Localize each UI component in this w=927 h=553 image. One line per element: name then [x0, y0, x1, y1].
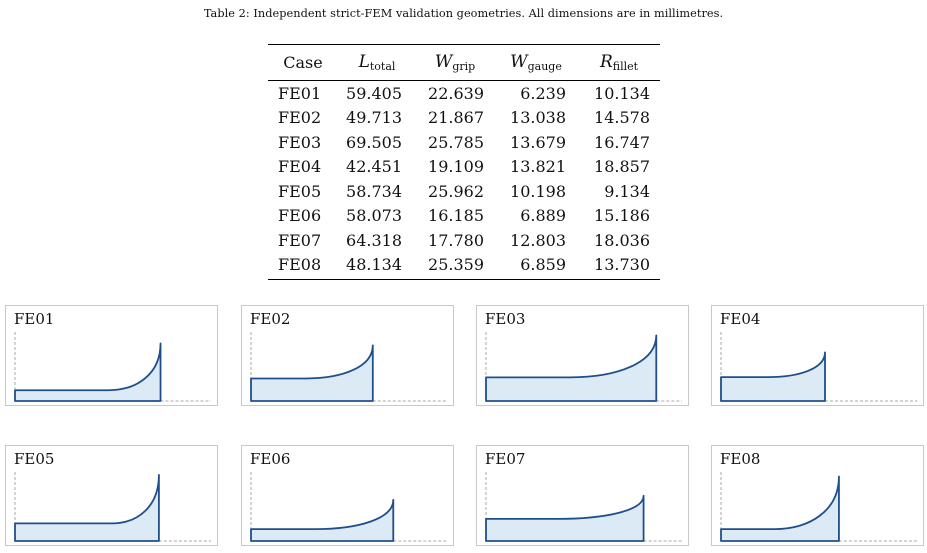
- table-row: FE06 58.073 16.185 6.889 15.186: [268, 204, 660, 229]
- cell-w-grip: 19.109: [428, 157, 484, 177]
- cell-w-grip: 25.962: [428, 181, 484, 201]
- geometry-panel: FE01: [5, 305, 218, 406]
- geometry-panel: FE03: [476, 305, 689, 406]
- geometry-profile-plot: [250, 332, 447, 402]
- cell-w-gauge: 13.821: [510, 157, 566, 177]
- geometry-profile-plot: [14, 472, 211, 542]
- table-caption: Table 2: Independent strict-FEM validati…: [203, 7, 724, 20]
- table-row: FE03 69.505 25.785 13.679 16.747: [268, 130, 660, 155]
- specimen-profile: [485, 334, 658, 402]
- top-rule: [268, 44, 660, 45]
- cell-w-grip: 16.185: [428, 206, 484, 226]
- cell-r-fillet: 13.730: [594, 255, 650, 275]
- cell-w-gauge: 10.198: [510, 181, 566, 201]
- cell-case: FE06: [278, 206, 322, 226]
- specimen-profile: [720, 351, 826, 402]
- table-row: FE04 42.451 19.109 13.821 18.857: [268, 155, 660, 180]
- cell-w-grip: 17.780: [428, 230, 484, 250]
- cell-w-grip: 21.867: [428, 108, 484, 128]
- geometry-panel: FE05: [5, 445, 218, 546]
- cell-l-total: 58.073: [346, 206, 402, 226]
- panel-title: FE07: [485, 450, 526, 468]
- cell-case: FE05: [278, 181, 322, 201]
- cell-case: FE07: [278, 230, 322, 250]
- bottom-rule: [268, 279, 660, 280]
- cell-r-fillet: 15.186: [594, 206, 650, 226]
- cell-l-total: 58.734: [346, 181, 402, 201]
- table-row: FE01 59.405 22.639 6.239 10.134: [268, 81, 660, 106]
- geometry-profile-plot: [720, 332, 917, 402]
- specimen-profile: [250, 344, 374, 402]
- cell-r-fillet: 18.857: [594, 157, 650, 177]
- cell-w-grip: 25.359: [428, 255, 484, 275]
- cell-w-gauge: 13.038: [510, 108, 566, 128]
- cell-w-gauge: 6.239: [520, 83, 566, 103]
- cell-case: FE02: [278, 108, 322, 128]
- cell-case: FE01: [278, 83, 322, 103]
- cell-r-fillet: 18.036: [594, 230, 650, 250]
- panel-title: FE01: [14, 310, 55, 328]
- cell-l-total: 48.134: [346, 255, 402, 275]
- header-r-fillet: Rfillet: [599, 52, 639, 73]
- geometry-panel: FE07: [476, 445, 689, 546]
- specimen-profile: [250, 498, 395, 542]
- panel-title: FE04: [720, 310, 761, 328]
- header-row: Case Ltotal Wgrip Wgauge Rfillet: [268, 45, 660, 80]
- cell-l-total: 64.318: [346, 230, 402, 250]
- cell-w-gauge: 6.889: [520, 206, 566, 226]
- specimen-profile: [14, 342, 162, 402]
- cell-case: FE08: [278, 255, 322, 275]
- header-w-gauge: Wgauge: [510, 52, 562, 73]
- geometry-panel: FE04: [711, 305, 924, 406]
- cell-l-total: 49.713: [346, 108, 402, 128]
- table-body: FE01 59.405 22.639 6.239 10.134 FE02 49.713 21.…: [268, 81, 660, 277]
- panel-title: FE03: [485, 310, 526, 328]
- geometry-table: Case Ltotal Wgrip Wgauge Rfillet FE01 59.…: [268, 44, 660, 280]
- header-l-total: Ltotal: [358, 52, 396, 73]
- table-row: FE07 64.318 17.780 12.803 18.036: [268, 228, 660, 253]
- panel-title: FE06: [250, 450, 291, 468]
- table-row: FE08 48.134 25.359 6.859 13.730: [268, 253, 660, 278]
- panel-title: FE05: [14, 450, 55, 468]
- geometry-profile-plot: [14, 332, 211, 402]
- geometry-profile-plot: [720, 472, 917, 542]
- table-row: FE05 58.734 25.962 10.198 9.134: [268, 179, 660, 204]
- cell-l-total: 69.505: [346, 132, 402, 152]
- panel-title: FE02: [250, 310, 291, 328]
- geometry-panel: FE06: [241, 445, 454, 546]
- geometry-profile-plot: [485, 472, 682, 542]
- cell-r-fillet: 16.747: [594, 132, 650, 152]
- table: Case Ltotal Wgrip Wgauge Rfillet: [268, 45, 660, 80]
- geometry-profile-plot: [485, 332, 682, 402]
- cell-w-gauge: 12.803: [510, 230, 566, 250]
- cell-w-grip: 22.639: [428, 83, 484, 103]
- cell-case: FE03: [278, 132, 322, 152]
- cell-case: FE04: [278, 157, 322, 177]
- cell-w-gauge: 13.679: [510, 132, 566, 152]
- cell-w-grip: 25.785: [428, 132, 484, 152]
- cell-r-fillet: 14.578: [594, 108, 650, 128]
- geometry-panel: FE08: [711, 445, 924, 546]
- header-w-grip: Wgrip: [434, 52, 476, 73]
- specimen-profile: [14, 474, 160, 542]
- cell-w-gauge: 6.859: [520, 255, 566, 275]
- cell-l-total: 59.405: [346, 83, 402, 103]
- cell-r-fillet: 9.134: [604, 181, 650, 201]
- mid-rule: [268, 80, 660, 81]
- table-row: FE02 49.713 21.867 13.038 14.578: [268, 106, 660, 131]
- cell-r-fillet: 10.134: [594, 83, 650, 103]
- specimen-profile: [485, 494, 645, 542]
- panel-title: FE08: [720, 450, 761, 468]
- header-case: Case: [283, 53, 323, 72]
- geometry-profile-plot: [250, 472, 447, 542]
- cell-l-total: 42.451: [346, 157, 402, 177]
- specimen-profile: [720, 475, 840, 542]
- geometry-panel: FE02: [241, 305, 454, 406]
